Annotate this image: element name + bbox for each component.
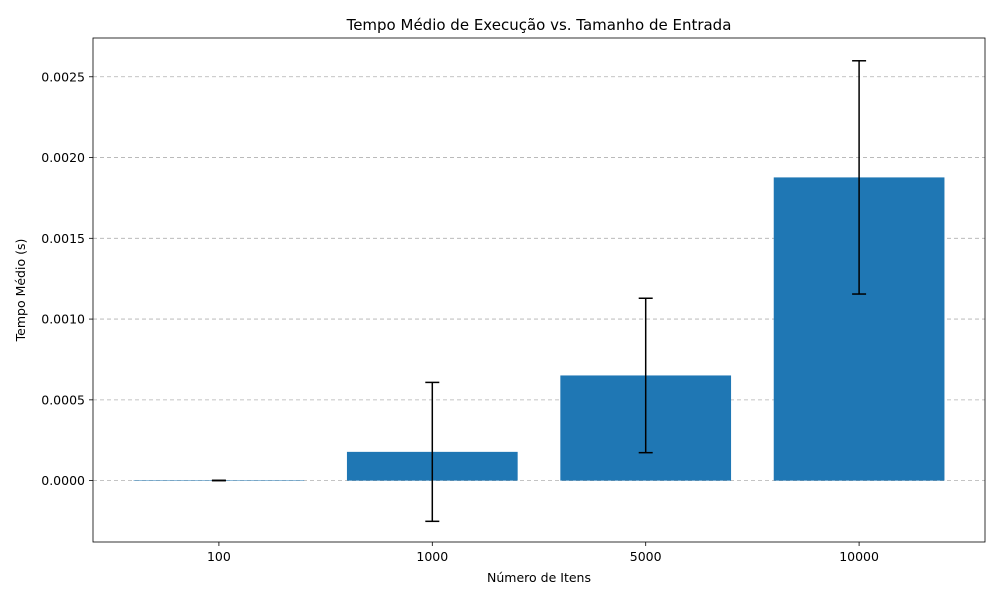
- x-axis-ticks: 100 1000 5000 10000: [207, 542, 879, 564]
- y-tick-label: 0.0025: [41, 69, 85, 84]
- x-tick-label: 5000: [630, 549, 662, 564]
- y-tick-label: 0.0010: [41, 312, 85, 327]
- y-axis-ticks: 0.0000 0.0005 0.0010 0.0015 0.0020 0.0025: [41, 69, 93, 488]
- bars: [133, 177, 945, 481]
- x-tick-label: 100: [207, 549, 231, 564]
- x-tick-label: 10000: [839, 549, 879, 564]
- y-tick-label: 0.0020: [41, 150, 85, 165]
- y-tick-label: 0.0015: [41, 231, 85, 246]
- y-tick-label: 0.0005: [41, 392, 85, 407]
- y-axis-label: Tempo Médio (s): [13, 239, 28, 343]
- x-tick-label: 1000: [416, 549, 448, 564]
- axes-frame: [92, 37, 986, 543]
- chart-title: Tempo Médio de Execução vs. Tamanho de E…: [346, 16, 732, 34]
- error-bars: [211, 60, 867, 523]
- x-axis-label: Número de Itens: [487, 570, 591, 585]
- y-tick-label: 0.0000: [41, 473, 85, 488]
